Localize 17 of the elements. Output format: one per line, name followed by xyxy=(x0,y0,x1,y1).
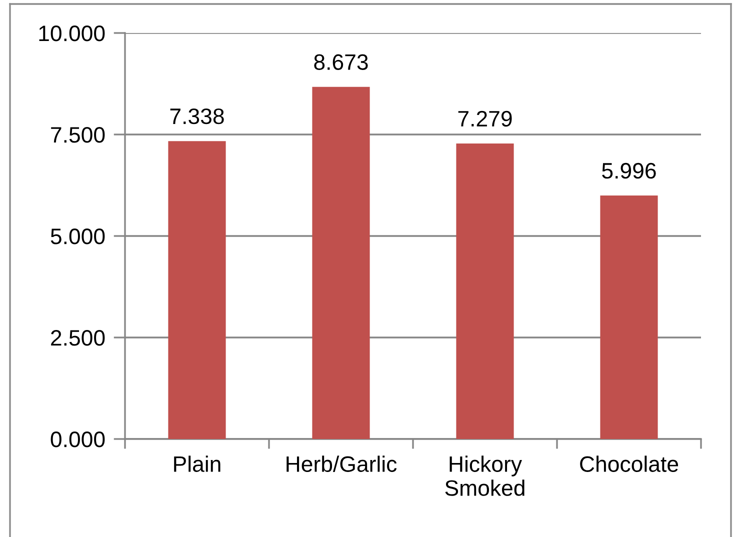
y-tick-label: 0.000 xyxy=(50,432,105,448)
x-tick-label: Plain xyxy=(174,456,220,472)
y-tick-label: 10.000 xyxy=(39,26,105,42)
x-tick-label: Hickory Smoked xyxy=(445,456,524,496)
y-tick-label: 2.500 xyxy=(51,330,105,346)
x-tick-label: Herb/Garlic xyxy=(286,456,397,472)
data-label: 7.338 xyxy=(170,108,224,124)
bar xyxy=(600,196,658,439)
y-tick-label: 5.000 xyxy=(50,228,105,244)
bar xyxy=(312,86,370,439)
bar xyxy=(168,141,226,439)
bar xyxy=(456,143,514,439)
y-tick-label: 7.500 xyxy=(51,127,105,143)
x-tick-label: Chocolate xyxy=(580,456,678,472)
data-label: 8.673 xyxy=(314,54,368,70)
data-label: 5.996 xyxy=(602,162,656,179)
data-label: 7.279 xyxy=(458,110,512,127)
